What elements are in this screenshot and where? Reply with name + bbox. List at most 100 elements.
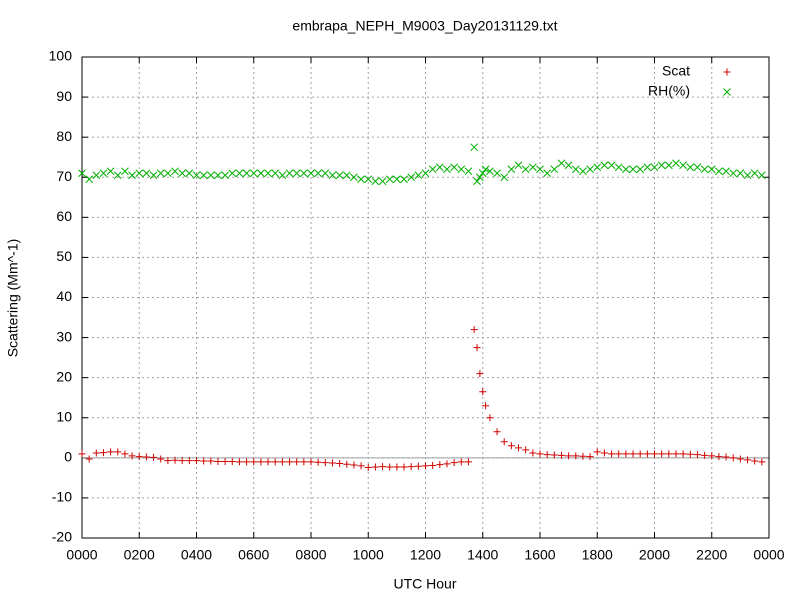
y-tick-label: 80 (56, 128, 72, 144)
data-point (464, 167, 473, 176)
data-point (206, 171, 215, 180)
data-point (665, 450, 673, 458)
data-point (157, 455, 165, 463)
data-point (693, 451, 701, 459)
data-point (364, 463, 372, 471)
data-point (744, 456, 752, 464)
data-point (470, 326, 478, 334)
data-point (529, 449, 537, 457)
data-point (228, 169, 237, 178)
legend-marker (723, 68, 731, 76)
data-point (214, 457, 222, 465)
data-point (214, 171, 222, 180)
data-point (107, 448, 115, 456)
data-point (479, 388, 487, 396)
data-point (557, 159, 566, 168)
y-tick-label: 10 (56, 408, 72, 424)
data-point (321, 169, 330, 178)
data-point (493, 428, 501, 436)
plot-border (81, 56, 770, 539)
data-point (386, 463, 394, 471)
data-point (92, 171, 101, 180)
data-point (249, 169, 258, 178)
data-point (379, 463, 387, 471)
data-point (543, 169, 552, 178)
data-point (414, 462, 422, 470)
y-tick-label: 40 (56, 288, 72, 304)
data-point (350, 173, 358, 182)
data-point (572, 452, 580, 460)
y-tick-label: -20 (52, 529, 72, 545)
x-tick-label: 1000 (353, 547, 384, 563)
data-point (300, 458, 308, 466)
data-point (114, 448, 122, 456)
data-point (476, 370, 484, 378)
data-point (586, 453, 594, 461)
data-point (693, 163, 702, 172)
data-point (429, 461, 437, 469)
data-point (608, 450, 616, 458)
y-tick-label: 90 (56, 88, 72, 104)
data-point (99, 169, 108, 178)
data-point (729, 454, 737, 462)
data-point (651, 450, 658, 458)
data-point (164, 169, 172, 178)
data-point (679, 161, 687, 170)
data-point (393, 463, 401, 471)
data-point (615, 450, 623, 458)
data-point (192, 171, 201, 180)
data-point (199, 171, 208, 180)
data-point (278, 458, 286, 466)
data-point (328, 171, 337, 180)
legend-marker (723, 88, 731, 96)
data-point (736, 169, 745, 178)
data-point (243, 458, 251, 466)
data-point (78, 169, 86, 178)
data-point (476, 173, 484, 182)
data-point (464, 458, 472, 466)
data-point (106, 167, 115, 176)
data-point (278, 171, 287, 180)
data-point (636, 165, 645, 174)
x-tick-label: 1200 (410, 547, 441, 563)
data-point (500, 173, 509, 182)
data-point (150, 453, 158, 461)
data-point (715, 453, 723, 461)
data-point (686, 450, 694, 458)
data-point (473, 344, 481, 352)
data-point (257, 458, 265, 466)
data-point (450, 163, 458, 172)
data-point (235, 458, 243, 466)
data-point (600, 161, 609, 170)
data-point (550, 451, 558, 459)
data-point (207, 457, 215, 465)
data-point (171, 456, 179, 464)
data-point (565, 452, 573, 460)
data-point (622, 450, 630, 458)
data-point (473, 177, 481, 186)
data-point (328, 459, 336, 467)
data-point (443, 165, 451, 174)
data-point (672, 450, 680, 458)
x-tick-label: 0600 (238, 547, 269, 563)
data-point (701, 451, 709, 459)
data-point (293, 458, 301, 466)
data-point (478, 169, 487, 178)
data-point (443, 460, 451, 468)
x-tick-label: 0800 (295, 547, 326, 563)
data-point (636, 450, 644, 458)
data-point (421, 169, 430, 178)
data-point (543, 451, 551, 459)
data-point (435, 163, 444, 172)
data-point (450, 459, 458, 467)
y-tick-label: 50 (56, 248, 72, 264)
data-point (314, 458, 322, 466)
data-point (149, 171, 158, 180)
data-point (142, 453, 150, 461)
data-point (335, 171, 344, 180)
data-point (593, 163, 602, 172)
data-point (221, 457, 229, 465)
data-point (286, 458, 294, 466)
data-point (722, 453, 730, 461)
